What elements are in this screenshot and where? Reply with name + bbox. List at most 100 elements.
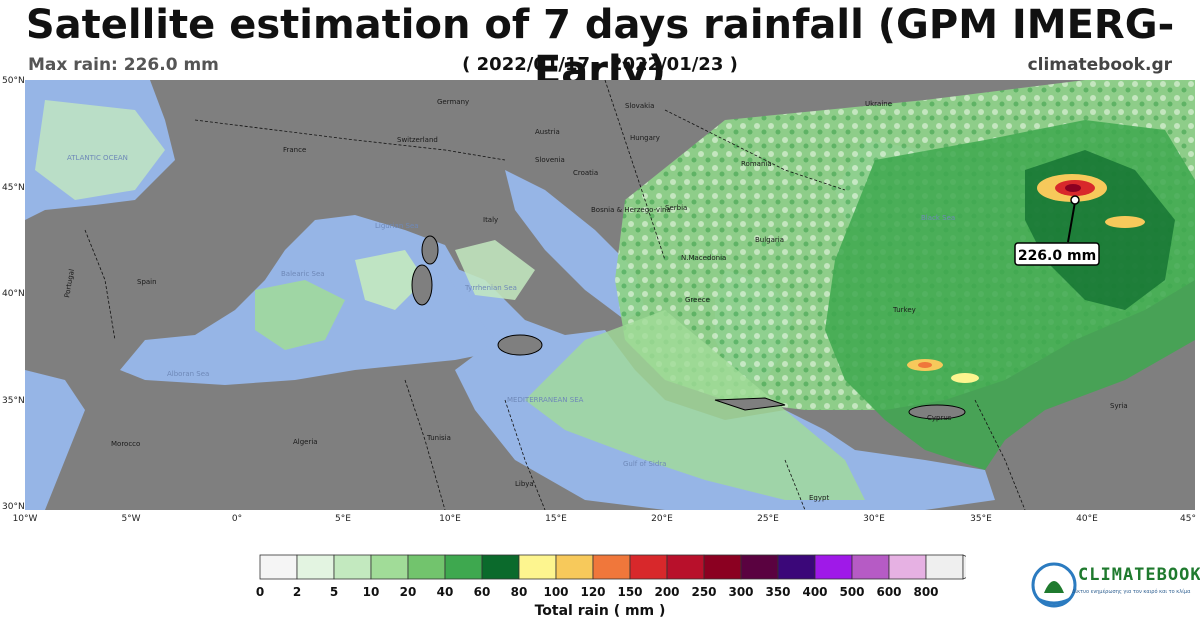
legend-tick-label: 100 bbox=[543, 585, 569, 599]
lon-label-25e: 25°E bbox=[757, 514, 779, 524]
label-turkey: Turkey bbox=[892, 306, 916, 314]
legend-tick-label: 60 bbox=[473, 585, 491, 599]
label-slovenia: Slovenia bbox=[535, 156, 565, 164]
legend-swatch bbox=[777, 554, 816, 580]
max-marker-box bbox=[1014, 242, 1100, 266]
legend-swatch bbox=[555, 554, 594, 580]
rain-field-ionian bbox=[525, 310, 865, 500]
legend-swatch bbox=[814, 554, 853, 580]
label-black-sea: Black Sea bbox=[921, 214, 955, 222]
label-balearic-sea: Balearic Sea bbox=[281, 270, 325, 278]
label-atlantic: ATLANTIC OCEAN bbox=[67, 154, 128, 162]
label-slovakia: Slovakia bbox=[625, 102, 654, 110]
legend-tick-label: 20 bbox=[399, 585, 417, 599]
map-title: Satellite estimation of 7 days rainfall … bbox=[25, 2, 1175, 94]
label-ligurian-sea: Ligurian Sea bbox=[375, 222, 419, 230]
label-tyrrhenian-sea: Tyrrhenian Sea bbox=[464, 284, 517, 292]
legend-tick-label: 400 bbox=[802, 585, 828, 599]
legend-swatch bbox=[444, 554, 483, 580]
legend-swatch bbox=[407, 554, 446, 580]
lon-label-35e: 35°E bbox=[970, 514, 992, 524]
legend-swatch bbox=[296, 554, 335, 580]
label-egypt: Egypt bbox=[809, 494, 829, 502]
lon-label-10e: 10°E bbox=[439, 514, 461, 524]
legend-extension-arrow bbox=[962, 554, 966, 580]
lon-label-15e: 15°E bbox=[545, 514, 567, 524]
site-link[interactable]: climatebook.gr bbox=[1027, 55, 1172, 75]
legend-tick-label: 200 bbox=[654, 585, 680, 599]
label-serbia: Serbia bbox=[665, 204, 687, 212]
label-switzerland: Switzerland bbox=[397, 136, 438, 144]
label-greece: Greece bbox=[685, 296, 710, 304]
label-algeria: Algeria bbox=[293, 438, 318, 446]
legend-swatch bbox=[740, 554, 779, 580]
label-austria: Austria bbox=[535, 128, 560, 136]
legend-tick-label: 350 bbox=[765, 585, 791, 599]
legend-swatch bbox=[518, 554, 557, 580]
lon-label-5e: 5°E bbox=[335, 514, 351, 524]
label-alboran-sea: Alboran Sea bbox=[167, 370, 209, 378]
legend-tick-label: 80 bbox=[510, 585, 528, 599]
lat-label-45: 45°N bbox=[2, 183, 25, 193]
legend-swatch bbox=[888, 554, 927, 580]
central-mediterranean bbox=[435, 260, 995, 510]
label-romania: Romania bbox=[741, 160, 772, 168]
label-germany: Germany bbox=[437, 98, 469, 106]
label-tunisia: Tunisia bbox=[426, 434, 451, 442]
legend-tick-label: 0 bbox=[255, 585, 265, 599]
legend-colorbar bbox=[259, 554, 966, 580]
legend-tick-label: 500 bbox=[839, 585, 865, 599]
lon-label-30e: 30°E bbox=[863, 514, 885, 524]
legend-title: Total rain ( mm ) bbox=[534, 603, 666, 619]
max-rain-label: Max rain: 226.0 mm bbox=[28, 55, 219, 75]
lon-label-10w: 10°W bbox=[12, 514, 38, 524]
legend-swatch bbox=[259, 554, 298, 580]
label-bosnia: Bosnia & Herzego-vina bbox=[591, 206, 671, 214]
lon-label-0: 0° bbox=[231, 514, 243, 524]
max-marker-dot bbox=[1070, 195, 1080, 205]
adriatic-sea bbox=[505, 170, 645, 320]
label-ukraine: Ukraine bbox=[865, 100, 892, 108]
lon-label-40e: 40°E bbox=[1076, 514, 1098, 524]
legend-swatch bbox=[333, 554, 372, 580]
label-france: France bbox=[283, 146, 306, 154]
legend-tick-label: 800 bbox=[913, 585, 939, 599]
lat-label-35: 35°N bbox=[2, 396, 25, 406]
label-hungary: Hungary bbox=[630, 134, 660, 142]
label-syria: Syria bbox=[1110, 402, 1128, 410]
max-marker-line bbox=[1067, 201, 1076, 243]
legend-swatch bbox=[592, 554, 631, 580]
legend-tick-label: 120 bbox=[580, 585, 606, 599]
label-bulgaria: Bulgaria bbox=[755, 236, 784, 244]
label-italy: Italy bbox=[483, 216, 498, 224]
legend-swatch bbox=[703, 554, 742, 580]
lat-label-40: 40°N bbox=[2, 289, 25, 299]
date-range: ( 2022/01/17 - 2022/01/23 ) bbox=[462, 54, 738, 75]
legend-tick-label: 150 bbox=[617, 585, 643, 599]
legend-tick-label: 300 bbox=[728, 585, 754, 599]
label-morocco: Morocco bbox=[111, 440, 140, 448]
label-north-macedonia: N.Macedonia bbox=[681, 254, 726, 262]
label-gulf-of-sidra: Gulf of Sidra bbox=[623, 460, 666, 468]
legend-swatch bbox=[481, 554, 520, 580]
legend-tick-label: 2 bbox=[292, 585, 302, 599]
legend-swatch bbox=[851, 554, 890, 580]
legend-tick-label: 600 bbox=[876, 585, 902, 599]
label-spain: Spain bbox=[137, 278, 157, 286]
label-libya: Libya bbox=[515, 480, 534, 488]
legend-swatch bbox=[666, 554, 705, 580]
logo-tagline: Δίκτυο ενημέρωσης για τον καιρό και το κ… bbox=[1072, 589, 1191, 595]
legend-tick-label: 40 bbox=[436, 585, 454, 599]
legend-swatch bbox=[370, 554, 409, 580]
logo-name: CLIMATEBOOK bbox=[1078, 565, 1200, 585]
label-croatia: Croatia bbox=[573, 169, 598, 177]
legend-swatch bbox=[925, 554, 964, 580]
lat-label-30: 30°N bbox=[2, 502, 25, 512]
lon-label-20e: 20°E bbox=[651, 514, 673, 524]
legend-tick-label: 250 bbox=[691, 585, 717, 599]
label-cyprus: Cyprus bbox=[927, 414, 952, 422]
rainfall-map: Germany Slovakia Ukraine Austria Hungary… bbox=[25, 80, 1195, 510]
climatebook-logo bbox=[1031, 562, 1077, 608]
max-marker-label: 226.0 mm bbox=[1018, 248, 1096, 264]
legend-tick-label: 5 bbox=[329, 585, 339, 599]
